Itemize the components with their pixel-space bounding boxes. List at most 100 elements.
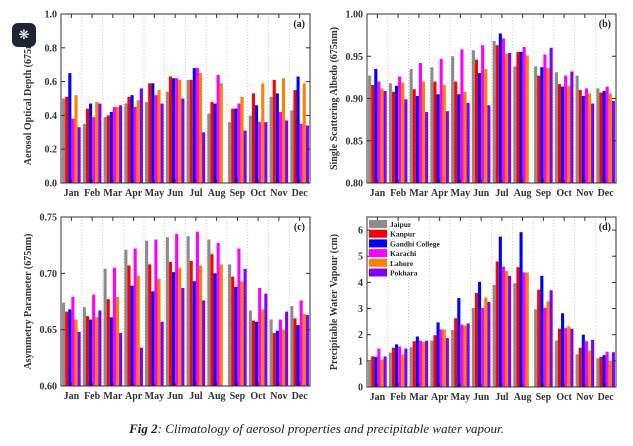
plot-frame [60,216,311,387]
bar-pokhara-oct [264,122,268,183]
bar-lahore-sep [240,281,244,386]
bar-lahore-apr [442,329,446,387]
x-tick-label: Oct [250,188,266,199]
y-axis-label: Asymmetry Parameter (675nm) [23,234,34,370]
bar-karachi-mar [418,340,422,387]
bar-karachi-apr [133,248,137,386]
bar-gandhi-college-jul [192,68,196,183]
bar-lahore-feb [401,354,405,387]
bar-gandhi-college-oct [561,313,565,387]
x-tick-label: Nov [576,392,593,403]
bar-karachi-nov [584,341,588,387]
bar-kanpur-jul [189,79,193,183]
bar-gandhi-college-apr [130,95,134,183]
bar-kanpur-sep [231,276,235,386]
bar-jaipur-jun [165,237,169,386]
bar-lahore-apr [136,275,140,386]
bar-kanpur-mar [412,341,416,387]
bar-lahore-jun [178,267,182,386]
bar-kanpur-aug [516,52,520,184]
bar-pokhara-feb [404,99,408,183]
bar-pokhara-may [466,323,470,387]
bar-lahore-nov [587,93,592,183]
bar-karachi-oct [564,328,568,387]
bar-gandhi-college-jan [374,68,378,183]
y-tick-label: 3 [358,304,363,315]
bar-pokhara-feb [98,103,102,183]
bar-jaipur-mar [409,347,413,387]
bar-lahore-feb [95,101,99,183]
bar-jaipur-mar [409,68,413,183]
bar-pokhara-may [160,103,164,183]
bar-lahore-jun [178,79,182,183]
bar-kanpur-nov [272,79,276,183]
bar-gandhi-college-mar [415,95,419,183]
legend-swatch [369,220,387,228]
bar-karachi-may [154,239,158,386]
bar-pokhara-apr [139,88,143,183]
bar-jaipur-mar [103,268,107,386]
bar-gandhi-college-sep [234,286,238,386]
bar-lahore-jan [380,359,384,387]
bar-lahore-mar [421,341,426,387]
bar-karachi-dec [299,123,303,183]
x-tick-label: Jan [64,391,80,402]
bar-pokhara-dec [611,352,615,387]
x-tick-label: Feb [390,188,407,199]
bar-gandhi-college-mar [415,336,419,387]
bar-pokhara-jun [487,302,491,387]
bar-karachi-jun [481,45,485,183]
figure-caption: Fig 2: Climatology of aerosol properties… [0,421,633,437]
bar-pokhara-dec [305,315,309,386]
bar-kanpur-mar [412,89,416,183]
bar-gandhi-college-jan [68,73,72,183]
bar-jaipur-aug [207,239,211,386]
bar-lahore-dec [302,313,306,386]
bar-pokhara-mar [425,112,429,183]
x-tick-label: Feb [390,392,407,403]
bar-kanpur-nov [578,347,582,387]
bar-kanpur-jan [65,311,69,386]
bar-kanpur-aug [516,267,520,387]
bar-pokhara-jul [508,52,512,184]
bar-lahore-mar [115,296,120,386]
bar-jaipur-jan [368,75,372,183]
bar-jaipur-jun [165,91,169,183]
bar-kanpur-jan [371,356,375,387]
bar-pokhara-sep [243,130,247,183]
x-tick-label: Jan [370,392,386,403]
bar-gandhi-college-nov [581,95,585,183]
bar-lahore-nov [281,78,286,183]
x-tick-label: Jun [473,188,490,199]
bar-karachi-apr [439,329,443,387]
bar-lahore-may [463,91,467,183]
x-tick-label: Jun [167,188,184,199]
bar-gandhi-college-feb [395,85,399,183]
bar-kanpur-jun [168,76,173,183]
bar-pokhara-may [160,321,164,386]
panel-label: (b) [599,19,611,30]
x-tick-label: May [451,392,470,403]
x-tick-label: Apr [125,391,143,402]
bar-lahore-oct [567,85,571,183]
bar-jaipur-aug [207,113,211,183]
x-tick-label: Aug [208,391,226,402]
bar-jaipur-sep [534,309,538,387]
bar-lahore-oct [261,309,265,386]
bar-kanpur-feb [391,91,396,183]
bar-kanpur-sep [231,108,235,183]
bar-jaipur-feb [82,307,86,386]
y-tick-label: 6 [358,226,363,237]
bar-kanpur-jan [65,96,69,183]
bar-pokhara-apr [139,347,143,386]
x-tick-label: Nov [270,188,287,199]
x-tick-label: Oct [556,188,572,199]
bar-kanpur-feb [85,316,90,386]
bar-gandhi-college-dec [602,90,606,183]
bar-gandhi-college-dec [296,76,300,183]
x-tick-label: Nov [576,188,593,199]
bar-pokhara-nov [591,103,595,183]
bar-lahore-jul [198,73,203,183]
brain-icon[interactable]: ❋ [12,23,36,47]
bar-karachi-apr [133,106,137,183]
